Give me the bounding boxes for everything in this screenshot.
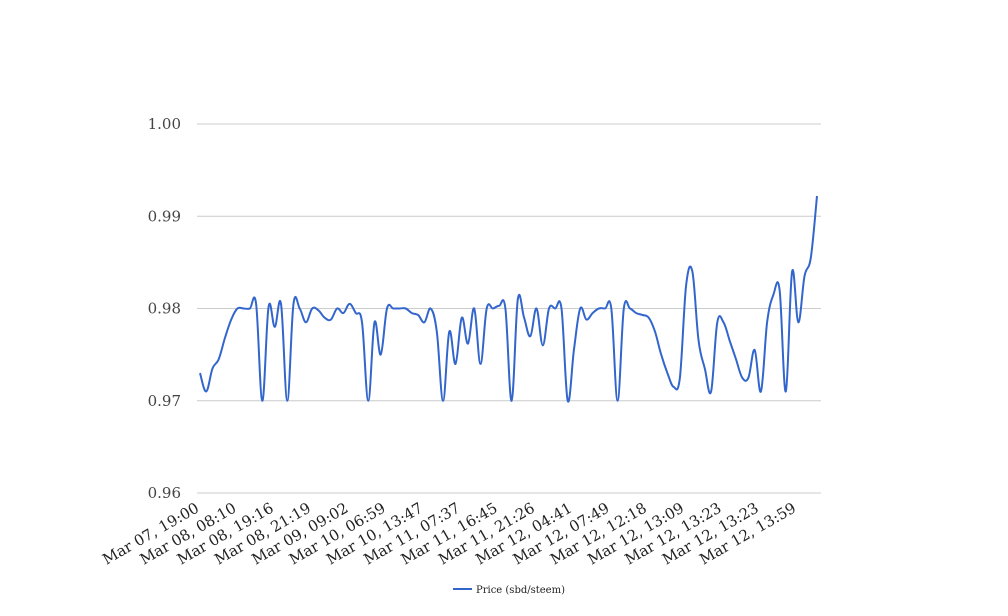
y-tick-label: 0.99: [148, 207, 181, 225]
y-tick-label: 0.98: [148, 300, 181, 318]
y-tick-label: 0.96: [148, 484, 181, 502]
y-tick-label: 0.97: [148, 392, 181, 410]
series-line-price[interactable]: [199, 195, 818, 403]
legend-label: Price (sbd/steem): [476, 585, 565, 596]
series-layer: [199, 195, 818, 403]
legend[interactable]: Price (sbd/steem): [453, 585, 565, 596]
y-tick-label: 1.00: [148, 115, 181, 133]
grid-lines: [197, 123, 821, 494]
y-axis-ticks: 0.96 0.97 0.98 0.99 1.00: [148, 115, 181, 502]
